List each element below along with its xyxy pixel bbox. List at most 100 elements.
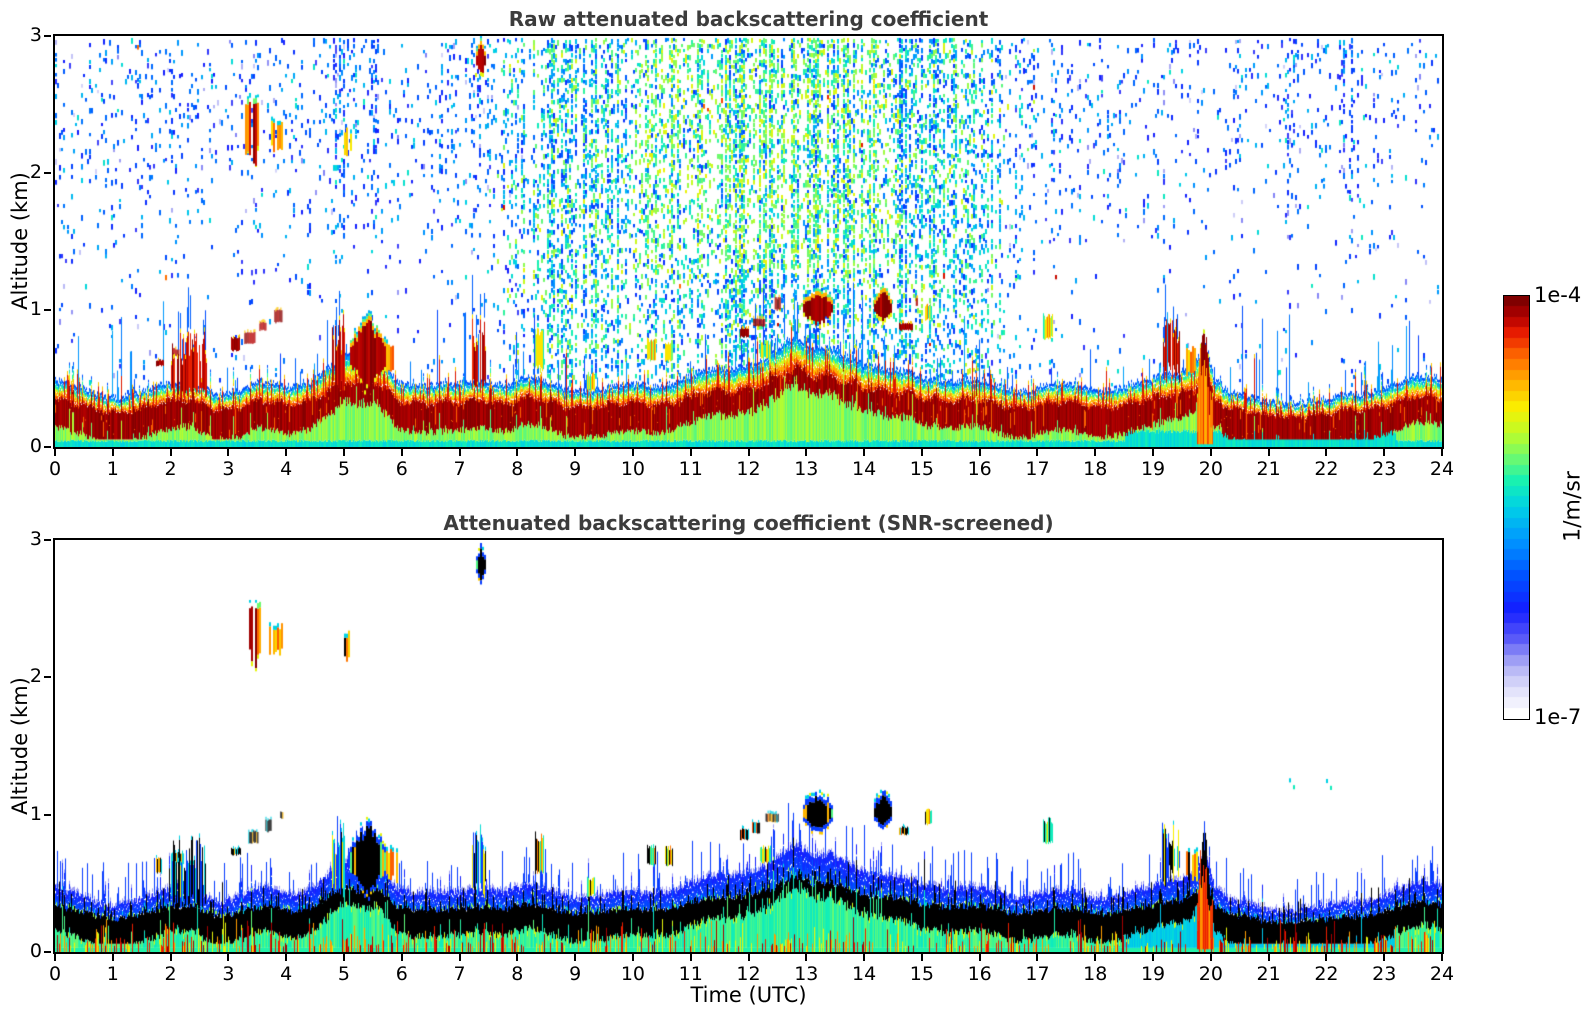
y-tick-label: 2 [29, 665, 42, 688]
x-tick-mark [111, 449, 114, 456]
x-tick-mark [1036, 449, 1039, 456]
y-tick-label: 0 [29, 940, 42, 962]
x-tick-mark [689, 449, 692, 456]
x-tick-label: 3 [222, 458, 235, 480]
x-tick-mark [227, 449, 230, 456]
x-tick-label: 12 [736, 458, 761, 480]
x-tick-mark [1383, 449, 1386, 456]
y-tick-label: 3 [29, 24, 42, 46]
x-tick-label: 13 [794, 458, 819, 480]
x-tick-mark [1094, 449, 1097, 456]
x-tick-label: 24 [1429, 458, 1455, 480]
x-tick-label: 21 [1256, 458, 1281, 480]
x-tick-mark [1094, 954, 1097, 961]
x-tick-label: 4 [280, 458, 293, 480]
x-tick-label: 19 [1140, 963, 1166, 985]
colorbar-min-label: 1e-7 [1534, 705, 1582, 729]
x-tick-label: 0 [48, 963, 62, 985]
x-tick-mark [631, 954, 634, 961]
x-tick-label: 16 [967, 458, 992, 480]
x-tick-mark [1441, 449, 1443, 456]
x-tick-label: 11 [678, 458, 703, 480]
y-tick-label: 2 [29, 161, 42, 183]
x-tick-mark [1325, 449, 1328, 456]
y-tick-label: 1 [29, 802, 42, 825]
x-tick-mark [285, 954, 288, 961]
x-tick-mark [1209, 449, 1212, 456]
x-tick-mark [978, 449, 981, 456]
x-tick-label: 1 [106, 458, 119, 480]
x-tick-mark [747, 954, 750, 961]
x-tick-mark [285, 449, 288, 456]
panel2-plot-area [53, 538, 1444, 954]
x-tick-mark [516, 449, 519, 456]
y-tick-mark [44, 172, 51, 174]
x-tick-mark [1441, 954, 1443, 961]
y-tick-mark [44, 676, 51, 679]
x-tick-label: 7 [453, 458, 466, 480]
x-tick-label: 6 [395, 963, 408, 985]
x-tick-mark [1209, 954, 1212, 961]
x-tick-label: 23 [1372, 458, 1397, 480]
x-tick-mark [400, 954, 403, 961]
x-tick-mark [516, 954, 519, 961]
x-tick-label: 15 [909, 458, 934, 480]
x-tick-label: 14 [851, 458, 877, 480]
x-tick-label: 12 [736, 963, 761, 985]
x-tick-mark [169, 449, 172, 456]
x-tick-label: 23 [1372, 963, 1397, 985]
x-tick-label: 13 [794, 963, 819, 985]
x-tick-label: 19 [1140, 458, 1166, 480]
x-tick-mark [342, 449, 345, 456]
x-tick-label: 20 [1198, 458, 1223, 480]
x-tick-mark [574, 449, 577, 456]
x-tick-label: 7 [453, 963, 466, 985]
panel1-title: Raw attenuated backscattering coefficien… [508, 7, 989, 31]
x-tick-label: 17 [1025, 458, 1050, 480]
x-tick-mark [458, 954, 461, 961]
y-tick-mark [44, 813, 51, 816]
x-tick-label: 6 [395, 458, 408, 480]
colorbar-max-label: 1e-4 [1534, 283, 1582, 307]
x-tick-mark [1325, 954, 1328, 961]
x-tick-mark [747, 449, 750, 456]
panel2-y-axis-label: Altitude (km) [8, 677, 32, 815]
x-tick-mark [978, 954, 981, 961]
y-tick-mark [44, 35, 51, 37]
panel1-plot-area [53, 34, 1444, 449]
x-tick-label: 10 [620, 458, 645, 480]
x-tick-mark [1267, 449, 1270, 456]
x-tick-mark [920, 954, 923, 961]
y-tick-label: 1 [29, 298, 42, 320]
x-tick-mark [1152, 449, 1155, 456]
panel1-y-axis-label: Altitude (km) [8, 172, 32, 310]
x-tick-label: 8 [511, 963, 524, 985]
x-tick-label: 15 [909, 963, 934, 985]
x-tick-mark [54, 954, 56, 961]
panel2-title: Attenuated backscattering coefficient (S… [443, 511, 1054, 535]
y-tick-mark [44, 539, 51, 541]
x-tick-label: 18 [1083, 963, 1108, 985]
x-tick-mark [458, 449, 461, 456]
x-tick-mark [169, 954, 172, 961]
x-axis-label: Time (UTC) [690, 983, 807, 1007]
x-tick-mark [574, 954, 577, 961]
colorbar-unit-label: 1/m/sr [1560, 471, 1586, 542]
x-tick-mark [805, 954, 808, 961]
x-tick-mark [1036, 954, 1039, 961]
x-tick-label: 2 [164, 458, 177, 480]
y-tick-mark [44, 309, 51, 311]
x-tick-mark [111, 954, 114, 961]
x-tick-mark [1383, 954, 1386, 961]
x-tick-label: 24 [1429, 963, 1455, 985]
x-tick-label: 2 [164, 963, 177, 985]
x-tick-label: 22 [1314, 963, 1339, 985]
x-tick-label: 5 [337, 458, 350, 480]
x-tick-label: 22 [1314, 458, 1339, 480]
x-tick-label: 9 [569, 963, 582, 985]
x-tick-mark [1152, 954, 1155, 961]
x-tick-label: 4 [280, 963, 293, 985]
y-tick-mark [44, 951, 51, 953]
y-tick-mark [44, 446, 51, 448]
